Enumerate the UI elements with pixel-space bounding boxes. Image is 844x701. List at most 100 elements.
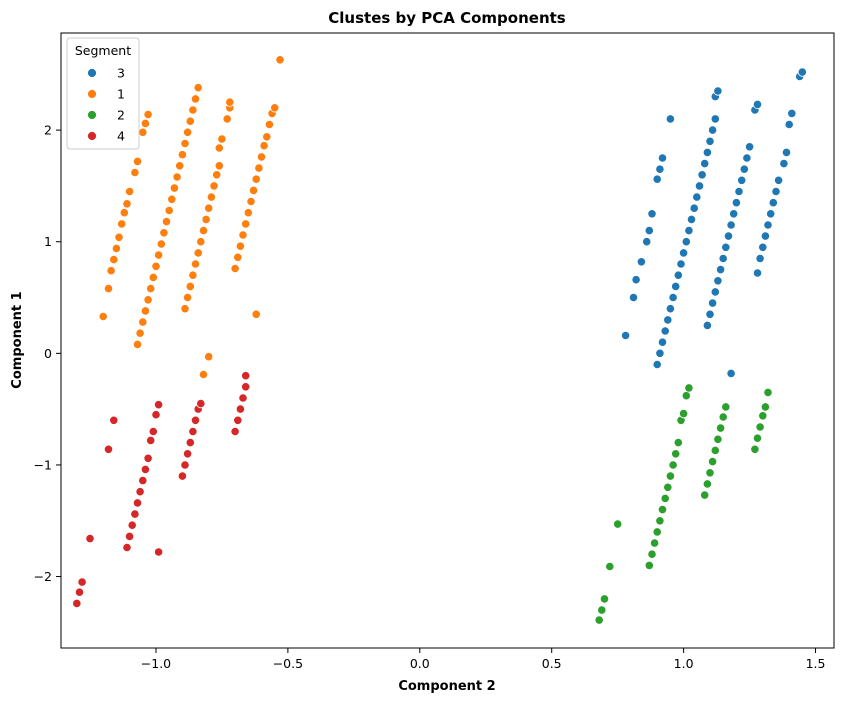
point-series-1-64 [130,167,140,178]
point-series-3-25 [707,298,718,308]
point-series-2-12 [668,460,678,470]
point-series-4-17 [190,415,201,425]
legend-marker-2 [87,110,97,120]
point-series-3-32 [726,220,736,230]
point-series-1-49 [259,141,269,151]
point-series-4-16 [188,426,198,437]
point-series-2-23 [721,402,731,412]
y-tick-label: 2 [44,123,52,138]
point-series-4-23 [238,393,248,403]
point-series-1-10 [159,228,169,238]
point-series-4-4 [125,531,135,542]
legend-title: Segment [75,43,131,58]
point-series-4-5 [127,520,137,530]
point-series-4-3 [122,542,132,553]
point-series-1-6 [148,272,158,282]
point-series-3-7 [671,281,681,291]
chart-title: Clustes by PCA Components [328,9,566,27]
legend: Segment 3 1 2 4 [66,37,140,150]
point-series-1-69 [214,143,224,153]
point-series-1-13 [167,194,177,204]
point-series-4-1 [74,587,85,597]
legend-marker-1 [87,89,97,99]
point-series-4-7 [132,498,143,508]
point-series-2-2 [599,594,610,604]
point-series-3-68 [752,99,763,110]
point-series-2-31 [613,519,623,529]
point-series-1-38 [230,263,240,274]
point-series-3-37 [739,164,749,174]
point-series-3-66 [713,86,723,96]
point-series-1-56 [106,266,116,276]
point-series-3-13 [686,214,697,224]
point-series-2-33 [678,408,689,419]
point-series-1-15 [172,172,182,182]
point-series-2-26 [755,422,765,432]
point-series-3-24 [705,309,715,319]
point-series-3-16 [694,181,705,191]
series-3 [620,67,807,378]
point-series-2-4 [647,549,657,559]
x-tick-label: −0.5 [273,656,303,671]
point-series-3-43 [763,220,773,230]
point-series-1-62 [122,199,132,209]
point-series-3-34 [731,198,742,208]
legend-label-3: 3 [117,66,125,81]
point-series-2-34 [681,391,691,401]
x-axis-ticks: −1.0 −0.5 0.0 0.5 1.0 1.5 [141,648,825,671]
point-series-4-13 [180,460,190,470]
point-series-2-29 [763,387,773,397]
point-series-1-68 [143,109,153,120]
point-series-1-33 [204,203,214,213]
point-series-2-10 [663,482,673,492]
point-series-3-21 [707,125,718,135]
point-series-3-10 [678,248,689,258]
point-series-3-54 [620,330,631,341]
point-series-3-42 [760,231,771,241]
point-series-1-0 [132,339,143,349]
point-series-1-54 [98,311,108,322]
point-series-1-24 [180,304,190,314]
point-series-1-23 [193,83,203,93]
point-series-2-7 [655,516,665,526]
point-series-1-20 [185,116,195,126]
point-series-3-69 [752,268,763,278]
point-series-3-35 [734,186,744,197]
point-series-1-16 [175,161,185,171]
point-series-3-0 [652,359,662,370]
point-series-3-36 [737,175,747,185]
point-series-2-27 [758,411,768,421]
legend-label-1: 1 [117,87,125,102]
point-series-2-0 [594,615,604,625]
point-series-3-3 [660,326,670,336]
point-series-2-20 [713,434,723,444]
point-series-1-36 [212,170,222,180]
x-axis-label: Component 2 [398,679,495,694]
point-series-3-17 [697,170,707,180]
y-tick-label: 1 [44,234,52,249]
point-series-1-3 [140,306,150,316]
point-series-3-53 [797,67,807,77]
y-axis-label: Component 1 [10,291,25,388]
point-series-3-14 [689,203,699,213]
point-series-2-19 [710,445,720,455]
point-series-1-26 [185,281,195,291]
point-series-3-56 [631,275,641,285]
point-series-1-17 [177,150,187,160]
plot-area [61,33,834,648]
point-series-1-67 [140,118,150,129]
point-series-4-20 [230,426,240,437]
point-series-3-6 [668,292,678,303]
point-series-2-35 [684,383,694,393]
point-series-1-77 [198,369,209,380]
legend-marker-3 [87,68,97,78]
point-series-3-9 [676,259,686,269]
point-series-1-51 [264,119,274,130]
point-series-3-33 [729,209,739,219]
point-series-1-74 [275,55,285,65]
point-series-1-25 [183,292,193,303]
point-series-1-71 [222,114,232,124]
y-tick-label: −2 [34,569,52,584]
point-series-4-33 [154,547,164,557]
point-series-2-17 [705,468,715,478]
